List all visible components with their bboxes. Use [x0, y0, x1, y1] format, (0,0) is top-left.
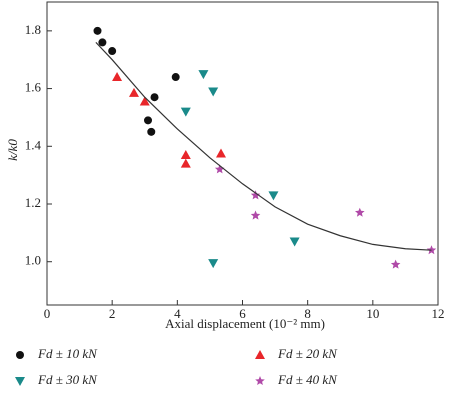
legend-label: Fd ± 40 kN	[277, 372, 338, 387]
point	[147, 127, 156, 136]
point	[268, 191, 279, 201]
point	[208, 259, 219, 269]
y-tick-label: 1.0	[25, 253, 41, 268]
legend-marker	[16, 351, 24, 359]
legend-label: Fd ± 30 kN	[37, 372, 98, 387]
point	[250, 210, 261, 220]
point	[250, 190, 261, 200]
point	[208, 87, 219, 97]
point	[215, 148, 226, 158]
point	[355, 207, 365, 217]
point	[139, 96, 150, 106]
x-axis-label: Axial displacement (10⁻² mm)	[165, 316, 325, 331]
point	[128, 87, 139, 97]
x-tick-label: 4	[174, 306, 181, 321]
x-tick-label: 10	[366, 306, 379, 321]
point	[98, 38, 107, 47]
point	[144, 116, 153, 125]
point	[112, 72, 123, 82]
fit-curve	[95, 41, 432, 251]
y-tick-label: 1.6	[25, 80, 42, 95]
x-tick-label: 12	[432, 306, 445, 321]
point	[150, 93, 159, 102]
plot-frame	[46, 1, 439, 306]
point	[180, 158, 191, 168]
point	[180, 107, 191, 117]
point	[214, 164, 225, 174]
x-tick-label: 6	[239, 306, 246, 321]
point	[93, 26, 102, 35]
point	[198, 70, 209, 80]
point	[180, 149, 191, 159]
point	[108, 47, 117, 56]
x-tick-label: 0	[44, 306, 51, 321]
point	[171, 73, 180, 82]
legend-label: Fd ± 20 kN	[277, 346, 338, 361]
y-axis-label: k/k0	[5, 139, 20, 161]
legend-marker	[255, 350, 265, 359]
y-tick-label: 1.2	[25, 195, 41, 210]
x-tick-label: 8	[304, 306, 311, 321]
y-tick-label: 1.4	[25, 137, 42, 152]
x-tick-label: 2	[109, 306, 116, 321]
legend-label: Fd ± 10 kN	[37, 346, 98, 361]
point	[289, 237, 300, 247]
legend-marker	[255, 376, 265, 385]
point	[390, 259, 401, 269]
y-tick-label: 1.8	[25, 22, 41, 37]
legend-marker	[15, 377, 25, 386]
